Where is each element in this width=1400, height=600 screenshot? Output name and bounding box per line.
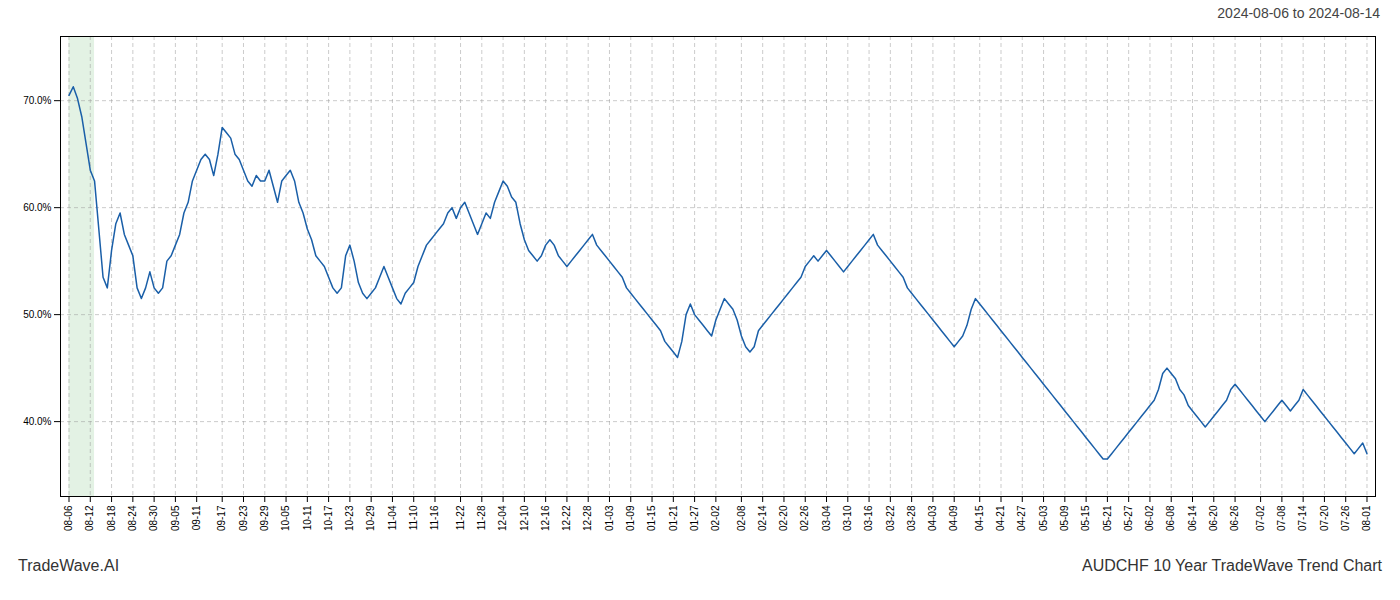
svg-text:11-22: 11-22 [455, 505, 466, 530]
svg-text:11-16: 11-16 [429, 505, 440, 530]
svg-text:03-16: 03-16 [863, 505, 874, 531]
svg-text:12-22: 12-22 [561, 505, 572, 531]
svg-text:03-04: 03-04 [821, 505, 832, 531]
svg-text:04-15: 04-15 [974, 505, 985, 531]
svg-text:50.0%: 50.0% [23, 309, 51, 320]
svg-text:04-21: 04-21 [995, 505, 1006, 531]
svg-text:02-08: 02-08 [736, 505, 747, 531]
svg-text:12-10: 12-10 [519, 505, 530, 531]
svg-text:11-28: 11-28 [476, 505, 487, 530]
svg-text:01-15: 01-15 [646, 505, 657, 531]
svg-text:06-20: 06-20 [1208, 505, 1219, 531]
html-text:TradeWave.AI: TradeWave.AI [18, 557, 120, 574]
svg-text:07-14: 07-14 [1297, 505, 1308, 531]
svg-text:11-10: 11-10 [408, 505, 419, 530]
svg-text:09-17: 09-17 [216, 505, 227, 531]
svg-text:12-04: 12-04 [497, 505, 508, 531]
svg-text:07-02: 07-02 [1255, 505, 1266, 531]
svg-text:05-09: 05-09 [1059, 505, 1070, 531]
svg-text:03-28: 03-28 [906, 505, 917, 531]
svg-text:08-18: 08-18 [106, 505, 117, 531]
svg-text:08-06: 08-06 [63, 505, 74, 531]
svg-text:04-27: 04-27 [1016, 505, 1027, 531]
svg-text:05-03: 05-03 [1038, 505, 1049, 531]
svg-text:01-21: 01-21 [668, 505, 679, 531]
svg-text:09-23: 09-23 [238, 505, 249, 531]
svg-text:12-28: 12-28 [582, 505, 593, 531]
svg-text:08-30: 08-30 [148, 505, 159, 531]
svg-text:08-01: 08-01 [1361, 505, 1372, 531]
svg-text:09-11: 09-11 [191, 505, 202, 530]
svg-text:07-26: 07-26 [1340, 505, 1351, 531]
svg-text:07-08: 07-08 [1276, 505, 1287, 531]
svg-text:06-14: 06-14 [1187, 505, 1198, 531]
svg-text:06-02: 06-02 [1144, 505, 1155, 531]
svg-text:07-20: 07-20 [1319, 505, 1330, 531]
svg-text:03-10: 03-10 [842, 505, 853, 531]
svg-text:10-23: 10-23 [344, 505, 355, 531]
svg-text:08-12: 08-12 [84, 505, 95, 531]
svg-text:05-15: 05-15 [1080, 505, 1091, 531]
svg-text:04-03: 04-03 [927, 505, 938, 531]
svg-text:04-09: 04-09 [948, 505, 959, 531]
svg-text:40.0%: 40.0% [23, 416, 51, 427]
svg-text:02-02: 02-02 [710, 505, 721, 531]
svg-text:09-29: 09-29 [259, 505, 270, 531]
svg-text:01-09: 01-09 [625, 505, 636, 531]
svg-text:05-21: 05-21 [1102, 505, 1113, 531]
html-text:AUDCHF 10 Year TradeWave Trend: AUDCHF 10 Year TradeWave Trend Chart [1082, 557, 1382, 574]
svg-text:70.0%: 70.0% [23, 95, 51, 106]
html-text:2024-08-06 to 2024-08-14: 2024-08-06 to 2024-08-14 [1217, 5, 1380, 21]
svg-text:12-16: 12-16 [540, 505, 551, 531]
svg-text:05-27: 05-27 [1123, 505, 1134, 531]
svg-text:11-04: 11-04 [387, 505, 398, 530]
svg-text:01-27: 01-27 [689, 505, 700, 531]
svg-text:02-26: 02-26 [799, 505, 810, 531]
svg-text:08-24: 08-24 [127, 505, 138, 531]
svg-text:02-14: 02-14 [757, 505, 768, 531]
svg-text:10-17: 10-17 [323, 505, 334, 531]
svg-text:60.0%: 60.0% [23, 202, 51, 213]
svg-text:10-05: 10-05 [280, 505, 291, 531]
svg-text:06-08: 06-08 [1165, 505, 1176, 531]
svg-text:09-05: 09-05 [170, 505, 181, 531]
svg-text:10-29: 10-29 [365, 505, 376, 531]
svg-text:01-03: 01-03 [604, 505, 615, 531]
svg-text:06-26: 06-26 [1229, 505, 1240, 531]
svg-text:02-20: 02-20 [778, 505, 789, 531]
svg-text:03-22: 03-22 [885, 505, 896, 531]
svg-text:10-11: 10-11 [302, 505, 313, 530]
